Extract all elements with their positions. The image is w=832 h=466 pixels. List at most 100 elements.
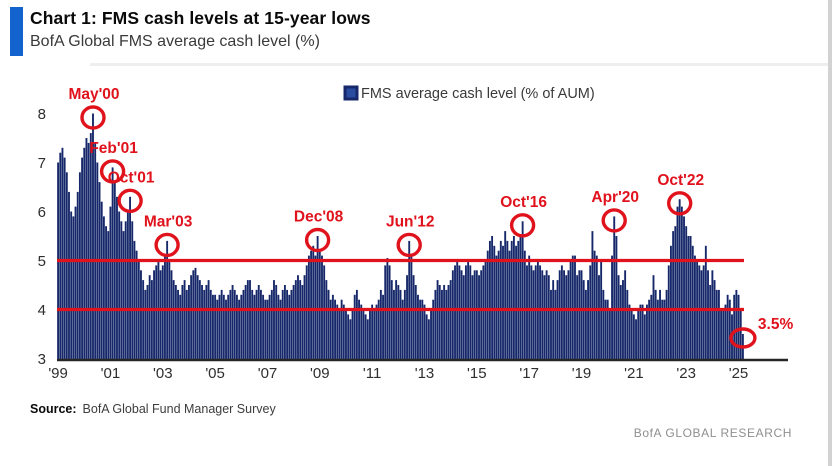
x-tick-label: '17 [519, 365, 539, 382]
bar [105, 226, 108, 360]
bar [203, 289, 206, 360]
bar [728, 299, 731, 360]
bar [713, 280, 716, 360]
bar [179, 294, 182, 360]
bar [576, 275, 579, 360]
bar [650, 294, 653, 360]
bar [735, 289, 738, 360]
bar [312, 245, 315, 360]
bar [707, 270, 709, 360]
bar [68, 191, 70, 360]
bar [515, 245, 518, 360]
bar [720, 309, 723, 360]
bar [663, 299, 666, 360]
annotation-circle-icon [509, 213, 536, 238]
x-tick-label: '23 [676, 365, 696, 382]
bar [715, 289, 718, 360]
source-text: BofA Global Fund Manager Survey [82, 402, 276, 416]
bar [235, 294, 238, 360]
bar [656, 299, 659, 360]
bar [432, 299, 435, 360]
bar [471, 275, 474, 360]
bar [159, 270, 162, 360]
chart-subtitle: BofA Global FMS average cash level (%) [30, 33, 320, 50]
bar [733, 294, 736, 360]
bar [292, 285, 295, 360]
bar [558, 270, 561, 360]
bar [238, 299, 241, 360]
bar [183, 280, 186, 360]
bar [674, 226, 677, 360]
annotation-label: Apr'20 [591, 189, 639, 206]
bar [399, 289, 402, 360]
bar [310, 250, 313, 360]
annotation-circle-icon [729, 327, 757, 349]
bar [244, 285, 247, 360]
bar [170, 270, 173, 360]
y-tick-label: 7 [38, 155, 46, 172]
bar [283, 285, 286, 360]
bar [495, 255, 498, 360]
bar [111, 167, 114, 360]
annotation-label: Oct'16 [500, 194, 547, 211]
bar [340, 299, 343, 360]
bar [443, 285, 446, 360]
bar [613, 216, 616, 360]
bar [281, 289, 284, 360]
bar [567, 270, 570, 360]
reference-lines [57, 258, 744, 312]
y-tick-label: 8 [38, 106, 46, 123]
bar [351, 309, 354, 360]
bar [373, 309, 376, 360]
bar [608, 309, 611, 360]
bar [604, 299, 607, 360]
bar [635, 319, 637, 360]
bar [253, 294, 256, 360]
bar [109, 206, 112, 360]
bar [611, 255, 613, 360]
bar [685, 226, 688, 360]
bar [532, 270, 535, 360]
bar [118, 211, 121, 360]
source-label: Source: [30, 402, 77, 416]
bar [218, 294, 221, 360]
bar [83, 147, 86, 360]
y-tick-label: 4 [38, 302, 46, 319]
bar [318, 250, 321, 360]
window-edge [828, 0, 832, 466]
bar [371, 304, 374, 360]
bar [120, 221, 123, 360]
bar [78, 172, 81, 360]
bar [430, 309, 432, 360]
bar [462, 275, 465, 360]
bar [523, 250, 526, 360]
bar [571, 255, 574, 360]
bar [273, 280, 275, 360]
bar [72, 216, 75, 360]
bar [693, 255, 696, 360]
bar [360, 304, 363, 360]
bar [617, 275, 620, 360]
bar [458, 265, 461, 360]
bar [225, 299, 227, 360]
bar [486, 250, 489, 360]
bar [643, 314, 646, 360]
bar [506, 240, 509, 360]
bar [704, 245, 707, 360]
x-tick-label: '25 [729, 365, 749, 382]
chart-title: Chart 1: FMS cash levels at 15-year lows [30, 8, 371, 28]
bar [98, 182, 101, 360]
x-tick-label: '21 [624, 365, 644, 382]
bar [680, 206, 683, 360]
legend-label: FMS average cash level (% of AUM) [361, 86, 595, 102]
bar [460, 270, 463, 360]
bar [393, 289, 395, 360]
bar [227, 294, 230, 360]
bar [364, 314, 367, 360]
y-tick-label: 6 [38, 204, 46, 221]
bar [379, 289, 382, 360]
bar [641, 304, 644, 360]
bar [554, 289, 557, 360]
bar [521, 221, 524, 360]
